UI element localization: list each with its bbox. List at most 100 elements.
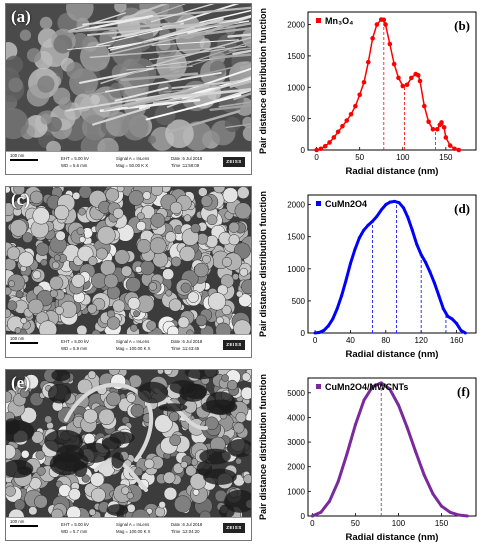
nanoparticle [142, 191, 152, 200]
nanoparticle [162, 268, 175, 281]
nanoparticle [180, 461, 188, 469]
nanorod [145, 94, 242, 121]
nanorod [126, 65, 193, 71]
nanoparticle [169, 434, 182, 447]
particle-cluster [66, 61, 84, 79]
shadow-region [201, 399, 238, 415]
nanoparticle [168, 411, 180, 422]
particle-cluster [97, 137, 119, 152]
data-point [428, 270, 432, 274]
nanoparticle [20, 450, 30, 459]
nanoparticle [90, 487, 106, 503]
particle-cluster [147, 135, 157, 144]
data-point [424, 260, 428, 264]
sem-image-c: (c) 100 nm EHT = 5.00 kV WD = 5.9 mm Sig… [5, 186, 252, 358]
nanoparticle [227, 379, 238, 391]
nanoparticle [206, 214, 218, 226]
data-point [448, 510, 452, 514]
nanoparticle [213, 187, 226, 194]
data-point [374, 22, 380, 27]
data-point [419, 253, 423, 257]
nanoparticle [27, 298, 44, 315]
data-point [344, 118, 350, 123]
plot-frame [307, 377, 477, 517]
nanoparticle [177, 316, 190, 329]
nanoparticle [125, 277, 141, 293]
data-point [357, 236, 361, 240]
y-tick-label: 1500 [287, 52, 305, 61]
date-text: Date :6 Jul 2018 [171, 522, 203, 527]
nanoparticle [134, 265, 143, 273]
data-point [434, 127, 440, 132]
nanoparticle [127, 297, 141, 310]
data-point [353, 103, 358, 109]
y-tick-label: 1000 [287, 83, 305, 92]
sem-texture [6, 4, 251, 152]
nanoparticle [106, 316, 121, 330]
nanorod [161, 18, 239, 30]
zeiss-logo: ZEISS [223, 157, 245, 167]
y-axis-label: Pair distance distribution function [258, 191, 268, 337]
nanoparticle [163, 471, 176, 484]
nanoparticle [88, 256, 98, 266]
nanoparticle [78, 187, 93, 199]
data-point [379, 208, 383, 212]
nanoparticle [68, 488, 81, 501]
nanoparticle [163, 487, 178, 501]
nanoparticle [158, 501, 166, 509]
nanorod [121, 4, 169, 21]
sem-texture [6, 187, 251, 335]
nanoparticle [179, 245, 196, 262]
nanoparticle [235, 457, 242, 465]
particle-cluster [224, 116, 241, 133]
shadow-region [6, 418, 20, 435]
x-axis-label: Radial distance (nm) [346, 349, 439, 360]
data-point [430, 127, 436, 132]
particle-cluster [40, 113, 52, 125]
nanoparticle [53, 254, 61, 262]
nanorod [211, 53, 251, 59]
nanoparticle [235, 411, 247, 423]
legend-label: CuMn2O4 [325, 199, 367, 209]
pddf-chart-f: 0 50 100 150 0 1000 2000 3000 4000 5000 Radial dis… [256, 366, 493, 549]
nanoparticle [198, 187, 208, 197]
scale-text: 100 nm [10, 336, 25, 341]
y-tick-label: 2000 [287, 463, 305, 472]
data-point [366, 59, 371, 65]
data-point [406, 215, 410, 219]
y-tick-label: 3000 [287, 438, 305, 447]
signal-text: Signal A = InLens [116, 522, 150, 527]
particle-cluster [126, 58, 157, 89]
data-point [314, 147, 319, 153]
legend-swatch [316, 18, 321, 23]
wd-text: WD = 5.6 mm [61, 163, 88, 168]
plot-frame [307, 194, 477, 334]
nanoparticle [7, 300, 18, 311]
data-point [388, 200, 392, 204]
nanorod [96, 26, 174, 46]
time-text: Time :11:43:45 [171, 346, 200, 351]
nanoparticle [165, 289, 173, 297]
nanoparticle [149, 237, 167, 255]
shadow-region [184, 370, 219, 380]
nanoparticle [120, 265, 133, 277]
shadow-region [169, 380, 197, 395]
nanoparticle [185, 465, 197, 477]
data-point [327, 140, 332, 145]
y-tick-label: 1500 [287, 233, 305, 242]
nanoparticle [114, 249, 130, 265]
y-tick-label: 2000 [287, 201, 305, 210]
y-tick-label: 1000 [287, 265, 305, 274]
nanoparticle [6, 485, 16, 497]
nanorod [199, 9, 251, 24]
data-point [422, 473, 426, 477]
x-tick-label: 100 [396, 153, 410, 162]
series-line [314, 199, 467, 335]
nanoparticle [66, 505, 82, 518]
sem-image-a: (a) 100 nm EHT = 5.00 kV WD = 5.6 mm Sig… [5, 3, 252, 175]
nanoparticle [49, 289, 58, 298]
sem-info-bar: 100 nm EHT = 5.00 kV WD = 5.7 mm Signal … [6, 517, 251, 540]
nanoparticle [35, 242, 50, 256]
scale-text: 100 nm [10, 153, 25, 158]
particle-cluster [89, 94, 101, 105]
